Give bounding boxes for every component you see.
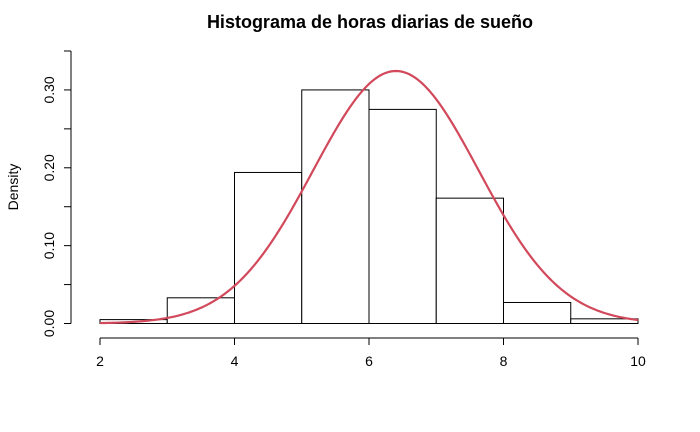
chart-title: Histograma de horas diarias de sueño (207, 12, 533, 32)
histogram-bar-7 (503, 301, 572, 325)
y-tick-label: 0.30 (41, 76, 57, 103)
histogram-bar-5 (368, 108, 437, 325)
histogram-bar-8 (570, 318, 639, 325)
x-tick-label: 4 (231, 353, 239, 369)
histogram-bar-2 (166, 297, 235, 324)
x-tick-label: 10 (630, 353, 646, 369)
histogram-bar-6 (435, 197, 504, 324)
y-axis: 0.00 0.10 0.20 0.30 (41, 50, 72, 337)
y-tick-label: 0.20 (41, 154, 57, 181)
histogram-bars (99, 89, 639, 325)
x-tick-label: 2 (96, 353, 104, 369)
histogram-bar-4 (301, 89, 370, 324)
y-axis-label: Density (5, 164, 21, 211)
x-axis: 2 4 6 8 10 (96, 337, 646, 369)
normal-density-curve (99, 69, 639, 325)
y-tick-label: 0.00 (41, 310, 57, 337)
x-tick-label: 6 (365, 353, 373, 369)
y-tick-label: 0.10 (41, 232, 57, 259)
x-tick-label: 8 (500, 353, 508, 369)
